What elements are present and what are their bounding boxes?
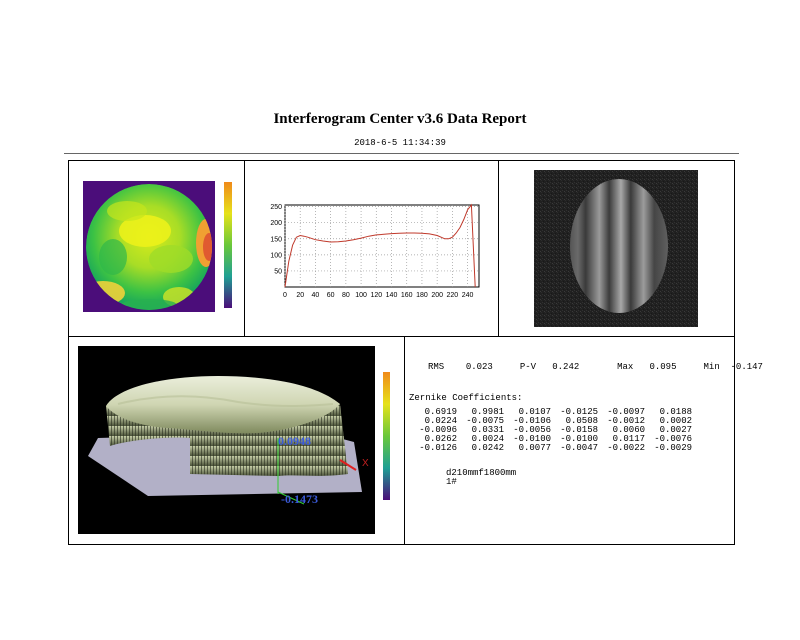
report-timestamp: 2018-6-5 11:34:39 [354, 138, 446, 148]
x-tick-label: 200 [431, 292, 443, 299]
zernike-cell: 0.0508 [565, 416, 598, 426]
zernike-cell: -0.0125 [560, 407, 598, 417]
note-line-1: d210mmf1800mm [446, 468, 517, 478]
pv-label: P-V [519, 362, 537, 372]
zernike-cell: 0.0002 [659, 416, 692, 426]
zernike-cell: -0.0126 [419, 443, 457, 453]
zernike-cell: -0.0029 [654, 443, 692, 453]
x-tick-label: 0 [283, 292, 287, 299]
min-value: -0.147 [730, 362, 763, 372]
x-tick-label: 160 [401, 292, 413, 299]
surface-top [106, 376, 340, 434]
grid-divider-v3 [404, 336, 405, 544]
grid-divider-v2 [498, 161, 499, 336]
x-tick-label: 60 [327, 292, 335, 299]
intensity-line-chart: 0 20 40 60 80 100 120 140 160 180 200 220 2405010015… [270, 203, 480, 299]
max-value: 0.095 [649, 362, 677, 372]
y-tick-label: 200 [270, 220, 282, 227]
zernike-cell: -0.0012 [607, 416, 645, 426]
x-tick-label: 20 [296, 292, 304, 299]
header-divider [64, 153, 739, 154]
x-tick-label: 40 [312, 292, 320, 299]
zernike-cell: -0.0158 [560, 425, 598, 435]
interferogram-fringes [570, 179, 668, 313]
zernike-cell: -0.0047 [560, 443, 598, 453]
zernike-cell: 0.0188 [659, 407, 692, 417]
phase-map [83, 181, 215, 312]
surface-min-label: -0.1473 [281, 492, 318, 506]
zernike-row: -0.0126 0.0242 0.0077 -0.0047 -0.0022 -0.0029 [410, 443, 692, 453]
x-tick-label: 240 [462, 292, 474, 299]
plot-area [284, 204, 480, 288]
grid-divider-h [69, 336, 734, 337]
x-tick-label: 140 [386, 292, 398, 299]
y-tick-label: 100 [270, 252, 282, 259]
zernike-cell: -0.0076 [654, 434, 692, 444]
zernike-cell: -0.0100 [513, 434, 551, 444]
zernike-cell: -0.0096 [419, 425, 457, 435]
surface-color-scale [383, 372, 390, 500]
surface-max-label: 0.0948 [278, 434, 311, 448]
report-grid: 0 20 40 60 80 100 120 140 160 180 200 220 240 50 100 15… [68, 160, 763, 545]
x-tick-label: 80 [342, 292, 350, 299]
series-line [284, 203, 476, 288]
zernike-cell: -0.0100 [560, 434, 598, 444]
zernike-cell: 0.0242 [471, 443, 504, 453]
zernike-cell: 0.0262 [424, 434, 457, 444]
pv-value: 0.242 [552, 362, 580, 372]
grid-divider-v1 [244, 161, 245, 336]
zernike-cell: -0.0022 [607, 443, 645, 453]
zernike-cell: -0.0056 [513, 425, 551, 435]
zernike-cell: 0.6919 [424, 407, 457, 417]
zernike-row: 0.0224 -0.0075 -0.0106 0.0508 -0.0012 0.0002 [410, 416, 692, 426]
zernike-cell: -0.0097 [607, 407, 645, 417]
zernike-row: 0.6919 0.9981 0.0107 -0.0125 -0.0097 0.0188 [410, 407, 692, 417]
x-tick-label: 220 [447, 292, 459, 299]
y-tick-label: 250 [270, 204, 282, 211]
rms-label: RMS [428, 362, 445, 372]
phase-color-scale [224, 182, 232, 308]
zernike-cell: -0.0075 [466, 416, 504, 426]
stats-line: RMS 0.023 P-V 0.242 Max 0.095 Min -0.147 [428, 362, 763, 372]
zernike-cell: 0.0107 [518, 407, 551, 417]
zernike-cell: 0.0224 [424, 416, 457, 426]
report-title: Interferogram Center v3.6 Data Report [273, 111, 527, 127]
y-tick-label: 50 [274, 268, 282, 275]
x-axis-line [339, 459, 357, 471]
zernike-cell: 0.0027 [659, 425, 692, 435]
surface-3d-view: 0.0948 -0.1473 X [78, 346, 375, 534]
zernike-cell: -0.0106 [513, 416, 551, 426]
min-label: Min [703, 362, 720, 372]
rms-value: 0.023 [465, 362, 493, 372]
x-tick-label: 100 [355, 292, 367, 299]
zernike-cell: 0.0024 [471, 434, 504, 444]
x-tick-label: 180 [416, 292, 428, 299]
zernike-row: 0.0262 0.0024 -0.0100 -0.0100 0.0117 -0.0076 [410, 434, 692, 444]
max-label: Max [617, 362, 634, 372]
interferogram-image [534, 170, 698, 327]
zernike-cell: 0.0060 [612, 425, 645, 435]
zernike-cell: 0.9981 [471, 407, 504, 417]
zernike-heading: Zernike Coefficients: [409, 393, 523, 403]
zernike-cell: 0.0077 [518, 443, 551, 453]
zernike-row: -0.0096 0.0331 -0.0056 -0.0158 0.0060 0.0027 [410, 425, 692, 435]
zernike-cell: 0.0331 [471, 425, 504, 435]
x-axis-label: X [362, 458, 369, 469]
note-line-2: 1# [446, 477, 457, 487]
x-tick-label: 120 [370, 292, 382, 299]
zernike-cell: 0.0117 [612, 434, 645, 444]
y-tick-label: 150 [270, 236, 282, 243]
